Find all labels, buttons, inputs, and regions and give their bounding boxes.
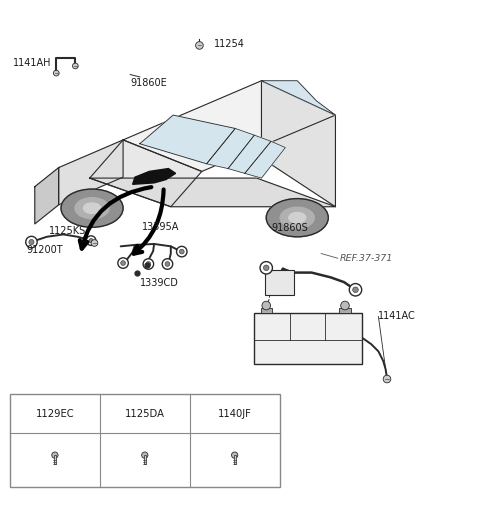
Text: 1129EC: 1129EC [36, 409, 74, 419]
Ellipse shape [84, 203, 101, 213]
Bar [234, 455, 236, 464]
Polygon shape [59, 140, 123, 205]
Ellipse shape [289, 212, 306, 223]
Circle shape [26, 236, 37, 248]
Bar [54, 455, 56, 464]
Ellipse shape [61, 189, 123, 227]
Polygon shape [140, 115, 235, 164]
Circle shape [146, 262, 151, 266]
Circle shape [383, 375, 391, 383]
Bar [254, 313, 362, 364]
Circle shape [177, 246, 187, 257]
Text: REF.37-371: REF.37-371 [340, 254, 394, 263]
Text: 1125KS: 1125KS [49, 226, 86, 236]
Text: 1141AH: 1141AH [13, 58, 52, 67]
Text: 11254: 11254 [214, 40, 245, 50]
Ellipse shape [280, 207, 314, 228]
Circle shape [91, 240, 98, 246]
Circle shape [143, 259, 154, 269]
Text: 1141AC: 1141AC [378, 311, 416, 321]
Text: 1140JF: 1140JF [218, 409, 252, 419]
Polygon shape [90, 140, 202, 207]
Polygon shape [123, 81, 336, 171]
Bar [339, 308, 351, 313]
Bar [10, 394, 280, 487]
Text: 91200T: 91200T [27, 245, 63, 255]
Ellipse shape [266, 199, 328, 237]
Text: 1339CD: 1339CD [140, 278, 179, 288]
Ellipse shape [75, 198, 109, 219]
Circle shape [72, 63, 78, 69]
Polygon shape [262, 81, 336, 115]
Circle shape [180, 249, 184, 254]
Polygon shape [206, 128, 254, 168]
FancyBboxPatch shape [265, 270, 294, 296]
Circle shape [231, 452, 238, 458]
Circle shape [353, 287, 358, 293]
Circle shape [86, 236, 96, 245]
Text: 91860E: 91860E [130, 78, 167, 88]
Circle shape [120, 261, 125, 265]
Circle shape [142, 452, 148, 458]
Circle shape [162, 259, 173, 269]
Polygon shape [132, 168, 176, 185]
Bar [144, 455, 146, 464]
Circle shape [260, 262, 273, 274]
Text: 1125DA: 1125DA [125, 409, 165, 419]
Circle shape [89, 238, 93, 243]
Circle shape [52, 452, 58, 458]
Polygon shape [228, 135, 271, 173]
Polygon shape [90, 178, 336, 207]
Circle shape [29, 239, 34, 244]
Polygon shape [245, 141, 285, 178]
Bar [261, 308, 272, 313]
Circle shape [262, 301, 271, 310]
Polygon shape [35, 168, 59, 224]
Circle shape [196, 42, 203, 49]
Circle shape [53, 70, 59, 76]
Circle shape [341, 301, 349, 310]
Circle shape [165, 262, 170, 266]
Circle shape [264, 265, 269, 271]
Text: 13395A: 13395A [142, 222, 180, 232]
Circle shape [118, 258, 128, 268]
Polygon shape [262, 81, 336, 207]
Circle shape [349, 283, 362, 296]
Text: 91860S: 91860S [271, 223, 308, 233]
